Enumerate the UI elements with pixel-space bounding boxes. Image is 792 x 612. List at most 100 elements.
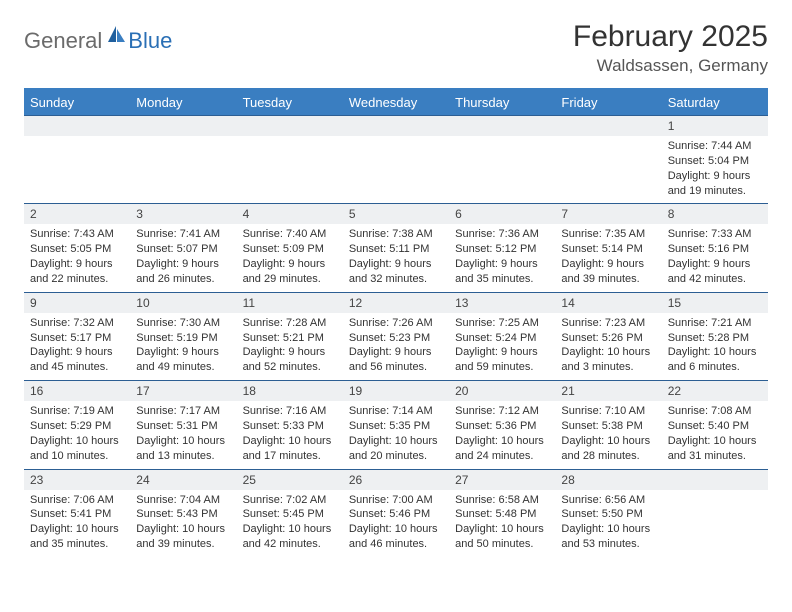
- sunrise-text: Sunrise: 7:25 AM: [455, 316, 549, 331]
- sunrise-text: Sunrise: 7:40 AM: [243, 227, 337, 242]
- sunset-text: Sunset: 5:43 PM: [136, 507, 230, 522]
- day-number: 1: [662, 116, 768, 136]
- title-block: February 2025 Waldsassen, Germany: [573, 20, 768, 76]
- sunset-text: Sunset: 5:17 PM: [30, 331, 124, 346]
- sunset-text: Sunset: 5:12 PM: [455, 242, 549, 257]
- sunset-text: Sunset: 5:29 PM: [30, 419, 124, 434]
- daylight-text-1: Daylight: 9 hours: [349, 257, 443, 272]
- daylight-text-1: Daylight: 10 hours: [561, 434, 655, 449]
- daylight-text-1: Daylight: 10 hours: [30, 522, 124, 537]
- day-details-empty: [555, 136, 661, 196]
- empty-cell: [237, 116, 343, 204]
- day-cell: 6Sunrise: 7:36 AMSunset: 5:12 PMDaylight…: [449, 204, 555, 292]
- location-label: Waldsassen, Germany: [573, 56, 768, 76]
- logo-text-general: General: [24, 28, 102, 54]
- day-number: 27: [449, 470, 555, 490]
- daylight-text-1: Daylight: 9 hours: [349, 345, 443, 360]
- calendar-row: 23Sunrise: 7:06 AMSunset: 5:41 PMDayligh…: [24, 469, 768, 557]
- daylight-text-1: Daylight: 9 hours: [668, 257, 762, 272]
- day-number-empty: [449, 116, 555, 136]
- day-details: Sunrise: 7:06 AMSunset: 5:41 PMDaylight:…: [24, 490, 130, 557]
- sunset-text: Sunset: 5:14 PM: [561, 242, 655, 257]
- day-details-empty: [130, 136, 236, 196]
- sunset-text: Sunset: 5:23 PM: [349, 331, 443, 346]
- daylight-text-1: Daylight: 9 hours: [243, 345, 337, 360]
- sunrise-text: Sunrise: 7:19 AM: [30, 404, 124, 419]
- daylight-text-1: Daylight: 10 hours: [349, 522, 443, 537]
- day-cell: 3Sunrise: 7:41 AMSunset: 5:07 PMDaylight…: [130, 204, 236, 292]
- day-details-empty: [662, 490, 768, 550]
- day-details: Sunrise: 7:43 AMSunset: 5:05 PMDaylight:…: [24, 224, 130, 291]
- weekday-header: Saturday: [662, 90, 768, 116]
- daylight-text-1: Daylight: 10 hours: [455, 522, 549, 537]
- sunrise-text: Sunrise: 7:16 AM: [243, 404, 337, 419]
- sunset-text: Sunset: 5:04 PM: [668, 154, 762, 169]
- day-cell: 16Sunrise: 7:19 AMSunset: 5:29 PMDayligh…: [24, 381, 130, 469]
- day-cell: 8Sunrise: 7:33 AMSunset: 5:16 PMDaylight…: [662, 204, 768, 292]
- calendar-body: 1Sunrise: 7:44 AMSunset: 5:04 PMDaylight…: [24, 116, 768, 558]
- sunset-text: Sunset: 5:21 PM: [243, 331, 337, 346]
- sunset-text: Sunset: 5:48 PM: [455, 507, 549, 522]
- sunrise-text: Sunrise: 7:43 AM: [30, 227, 124, 242]
- sunset-text: Sunset: 5:33 PM: [243, 419, 337, 434]
- day-cell: 27Sunrise: 6:58 AMSunset: 5:48 PMDayligh…: [449, 469, 555, 557]
- sunset-text: Sunset: 5:16 PM: [668, 242, 762, 257]
- day-cell: 5Sunrise: 7:38 AMSunset: 5:11 PMDaylight…: [343, 204, 449, 292]
- daylight-text-2: and 52 minutes.: [243, 360, 337, 375]
- day-number: 17: [130, 381, 236, 401]
- day-cell: 12Sunrise: 7:26 AMSunset: 5:23 PMDayligh…: [343, 292, 449, 380]
- empty-cell: [662, 469, 768, 557]
- day-details: Sunrise: 7:33 AMSunset: 5:16 PMDaylight:…: [662, 224, 768, 291]
- day-cell: 13Sunrise: 7:25 AMSunset: 5:24 PMDayligh…: [449, 292, 555, 380]
- day-cell: 25Sunrise: 7:02 AMSunset: 5:45 PMDayligh…: [237, 469, 343, 557]
- day-number: 7: [555, 204, 661, 224]
- sunrise-text: Sunrise: 7:26 AM: [349, 316, 443, 331]
- daylight-text-2: and 10 minutes.: [30, 449, 124, 464]
- daylight-text-1: Daylight: 9 hours: [561, 257, 655, 272]
- sunrise-text: Sunrise: 7:32 AM: [30, 316, 124, 331]
- day-cell: 22Sunrise: 7:08 AMSunset: 5:40 PMDayligh…: [662, 381, 768, 469]
- day-number: 25: [237, 470, 343, 490]
- daylight-text-2: and 56 minutes.: [349, 360, 443, 375]
- daylight-text-2: and 39 minutes.: [136, 537, 230, 552]
- day-cell: 2Sunrise: 7:43 AMSunset: 5:05 PMDaylight…: [24, 204, 130, 292]
- daylight-text-2: and 46 minutes.: [349, 537, 443, 552]
- day-number: 3: [130, 204, 236, 224]
- daylight-text-2: and 29 minutes.: [243, 272, 337, 287]
- calendar-row: 1Sunrise: 7:44 AMSunset: 5:04 PMDaylight…: [24, 116, 768, 204]
- sunset-text: Sunset: 5:26 PM: [561, 331, 655, 346]
- sunrise-text: Sunrise: 7:12 AM: [455, 404, 549, 419]
- day-details: Sunrise: 7:38 AMSunset: 5:11 PMDaylight:…: [343, 224, 449, 291]
- day-details: Sunrise: 7:04 AMSunset: 5:43 PMDaylight:…: [130, 490, 236, 557]
- day-details-empty: [24, 136, 130, 196]
- daylight-text-2: and 42 minutes.: [668, 272, 762, 287]
- sunrise-text: Sunrise: 7:28 AM: [243, 316, 337, 331]
- day-cell: 21Sunrise: 7:10 AMSunset: 5:38 PMDayligh…: [555, 381, 661, 469]
- daylight-text-2: and 53 minutes.: [561, 537, 655, 552]
- day-details: Sunrise: 6:58 AMSunset: 5:48 PMDaylight:…: [449, 490, 555, 557]
- daylight-text-2: and 31 minutes.: [668, 449, 762, 464]
- sail-icon: [106, 26, 126, 49]
- daylight-text-1: Daylight: 9 hours: [455, 257, 549, 272]
- weekday-header: Sunday: [24, 90, 130, 116]
- day-details: Sunrise: 7:32 AMSunset: 5:17 PMDaylight:…: [24, 313, 130, 380]
- day-number: 5: [343, 204, 449, 224]
- daylight-text-2: and 13 minutes.: [136, 449, 230, 464]
- day-cell: 20Sunrise: 7:12 AMSunset: 5:36 PMDayligh…: [449, 381, 555, 469]
- logo-text-blue: Blue: [128, 28, 172, 54]
- sunrise-text: Sunrise: 7:38 AM: [349, 227, 443, 242]
- day-number: 23: [24, 470, 130, 490]
- day-number: 20: [449, 381, 555, 401]
- day-details: Sunrise: 7:44 AMSunset: 5:04 PMDaylight:…: [662, 136, 768, 203]
- sunrise-text: Sunrise: 6:58 AM: [455, 493, 549, 508]
- sunrise-text: Sunrise: 6:56 AM: [561, 493, 655, 508]
- sunrise-text: Sunrise: 7:14 AM: [349, 404, 443, 419]
- calendar-row: 9Sunrise: 7:32 AMSunset: 5:17 PMDaylight…: [24, 292, 768, 380]
- empty-cell: [24, 116, 130, 204]
- day-number: 11: [237, 293, 343, 313]
- daylight-text-1: Daylight: 10 hours: [668, 434, 762, 449]
- day-details: Sunrise: 7:19 AMSunset: 5:29 PMDaylight:…: [24, 401, 130, 468]
- sunset-text: Sunset: 5:40 PM: [668, 419, 762, 434]
- day-cell: 11 Sunrise: 7:28 AMSunset: 5:21 PMDayligh…: [237, 292, 343, 380]
- page-title: February 2025: [573, 20, 768, 54]
